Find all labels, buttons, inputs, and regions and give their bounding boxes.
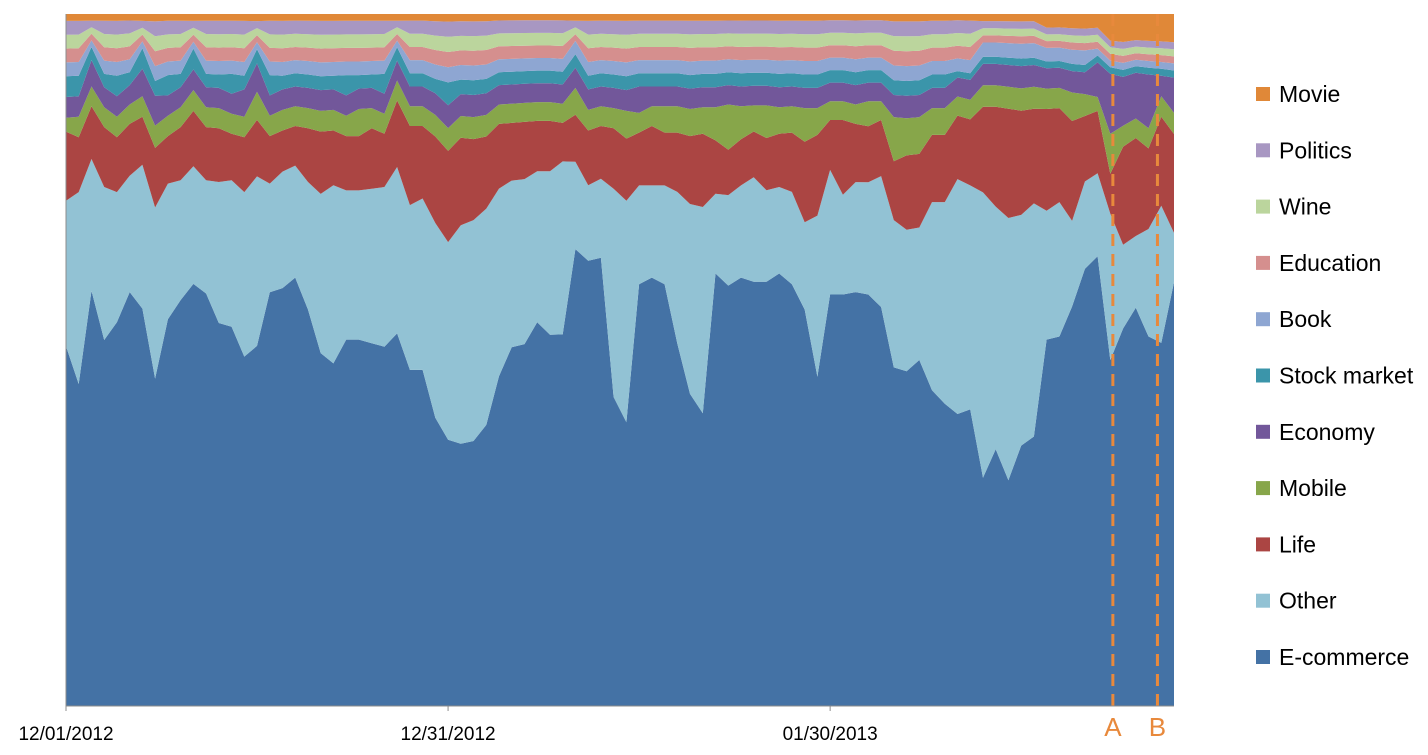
x-tick-label: 12/31/2012 (401, 724, 496, 745)
area-movie (66, 14, 1174, 43)
legend-label-e-commerce: E-commerce (1279, 644, 1409, 670)
legend-swatch-movie (1256, 87, 1270, 101)
legend-label-wine: Wine (1279, 194, 1331, 220)
legend-label-economy: Economy (1279, 419, 1375, 445)
legend-label-book: Book (1279, 306, 1332, 332)
legend-swatch-book (1256, 312, 1270, 327)
legend-swatch-economy (1256, 424, 1270, 439)
area-education (66, 33, 1174, 68)
legend: Movie Politics Wine Education Book Stock mark… (1256, 81, 1414, 670)
area-stock-market (66, 47, 1174, 106)
legend-swatch-education (1256, 255, 1270, 270)
legend-swatch-life (1256, 537, 1270, 552)
area-book (66, 40, 1174, 83)
legend-swatch-politics (1256, 143, 1270, 158)
legend-label-movie: Movie (1279, 81, 1340, 107)
legend-label-other: Other (1279, 588, 1337, 614)
legend-label-politics: Politics (1279, 137, 1352, 163)
area-other (66, 159, 1174, 481)
area-life (66, 100, 1174, 245)
area-wine (66, 27, 1174, 57)
legend-label-life: Life (1279, 531, 1316, 557)
legend-label-mobile: Mobile (1279, 475, 1347, 501)
marker-label-b: B (1149, 712, 1166, 742)
x-tick-label: 01/30/2013 (783, 724, 878, 745)
area-economy (66, 60, 1174, 134)
area-series-group (66, 14, 1174, 706)
area-e-commerce (66, 249, 1174, 706)
legend-swatch-stock-market (1256, 368, 1270, 383)
legend-swatch-wine (1256, 199, 1270, 214)
legend-swatch-mobile (1256, 481, 1270, 496)
legend-label-education: Education (1279, 250, 1381, 276)
legend-swatch-other (1256, 593, 1270, 608)
area-mobile (66, 80, 1174, 174)
x-axis: 12/01/2012 12/31/2012 01/30/2013 (18, 14, 1174, 745)
legend-swatch-e-commerce (1256, 650, 1270, 664)
area-politics (66, 20, 1174, 50)
legend-label-stock-market: Stock market (1279, 363, 1414, 389)
marker-label-a: A (1104, 712, 1122, 742)
x-tick-label: 12/01/2012 (18, 724, 113, 745)
